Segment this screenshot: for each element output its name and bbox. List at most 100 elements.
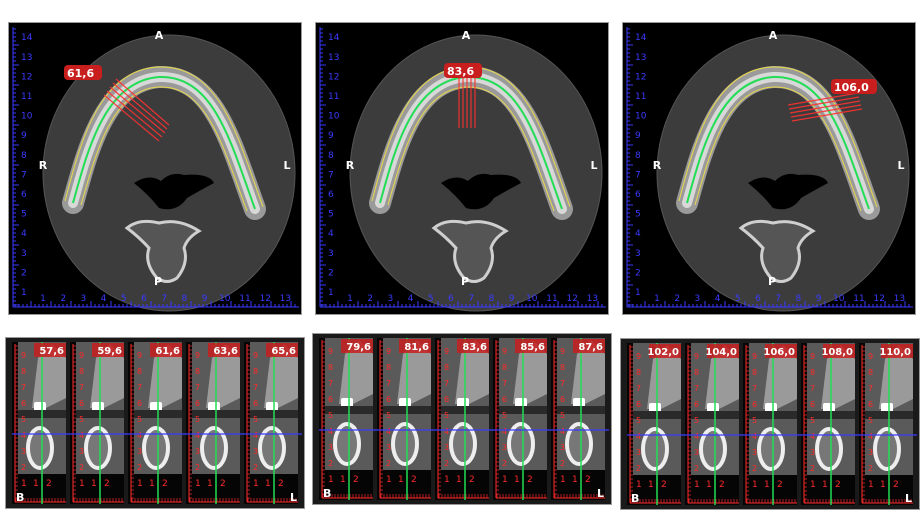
ruler-label: 3: [636, 448, 641, 457]
restoration: [515, 398, 527, 408]
ruler-label: 2: [328, 268, 334, 278]
ruler-label: 1: [572, 475, 578, 485]
ruler-label: 5: [560, 411, 565, 420]
ruler-label: 2: [46, 479, 52, 489]
ruler-label: 6: [635, 190, 641, 200]
ruler-label: 9: [21, 131, 27, 141]
ruler-label: 6: [694, 400, 699, 409]
orientation-anterior: A: [155, 29, 164, 42]
ruler-label: 2: [411, 475, 417, 485]
ruler-label: 8: [328, 363, 333, 372]
ruler-label: 5: [21, 210, 27, 220]
ruler-label: 2: [868, 464, 873, 473]
ruler-label: 8: [752, 368, 757, 377]
restoration: [823, 403, 835, 413]
axial-view-3: 106,0 A P R L 1 2 3 4 5 6 7 8 9 10 11 12 13 14 1 2 3 4 5 6 7 8 9 10 1…: [622, 22, 916, 315]
mandible-section: [200, 426, 228, 470]
ruler-label: 6: [752, 400, 757, 409]
ruler-label: 3: [560, 443, 565, 452]
buccal-label: B: [631, 492, 639, 505]
restoration: [881, 403, 893, 413]
ruler-label: 2: [60, 294, 66, 304]
ruler-label: 8: [502, 363, 507, 372]
ruler-label: 1: [636, 480, 642, 490]
slice-label: 79,6: [346, 342, 371, 353]
mandible-section: [641, 427, 669, 471]
orientation-right: R: [653, 159, 662, 172]
ruler-label: 3: [386, 443, 391, 452]
ruler-label: 3: [328, 249, 334, 259]
slice-label-box: [573, 339, 605, 353]
ruler-label: 6: [328, 395, 333, 404]
ruler-label: 2: [835, 480, 841, 490]
ruler-label: 1: [33, 479, 39, 489]
ruler-label: 4: [752, 432, 757, 441]
ruler-label: 9: [868, 352, 873, 361]
ruler-label: 7: [328, 170, 334, 180]
ruler-label: 8: [810, 368, 815, 377]
ruler-label: 4: [328, 229, 334, 239]
ruler-label: 4: [79, 431, 84, 440]
ruler-label: 10: [833, 294, 845, 304]
ruler-label: 9: [636, 352, 641, 361]
ruler-label: 8: [79, 367, 84, 376]
section-line: [106, 90, 163, 138]
ruler-label: 3: [81, 294, 87, 304]
section-label-box: [444, 63, 482, 78]
arch-outline-inner: [80, 86, 248, 212]
ruler-label: 9: [694, 352, 699, 361]
section-label-box: [64, 65, 102, 80]
ruler-label: 6: [868, 400, 873, 409]
section-line: [103, 94, 160, 142]
buccal-label: B: [16, 491, 24, 504]
ruler-label: 3: [21, 447, 26, 456]
arch-outline-outer: [64, 66, 264, 208]
slice-label-box: [34, 343, 66, 357]
restoration: [573, 398, 585, 408]
ruler-label: 6: [755, 294, 761, 304]
ruler-label: 2: [694, 464, 699, 473]
orientation-right: R: [39, 159, 48, 172]
ruler-label: 2: [104, 479, 110, 489]
slice-label: 83,6: [462, 342, 487, 353]
slice-label-box: [92, 343, 124, 357]
ruler-label: 4: [715, 294, 721, 304]
ruler-label: 2: [253, 463, 258, 472]
slice-label: 108,0: [821, 347, 853, 358]
ruler-label: 5: [21, 415, 26, 424]
restoration: [341, 398, 353, 408]
ruler-label: 7: [137, 383, 142, 392]
ruler-label: 12: [328, 72, 339, 82]
mandible-section: [565, 422, 593, 466]
ruler-label: 8: [444, 363, 449, 372]
ruler-label: 2: [21, 268, 27, 278]
lingual-label: L: [597, 487, 604, 500]
restoration: [399, 398, 411, 408]
ruler-label: 4: [21, 431, 26, 440]
ruler-label: 3: [253, 447, 258, 456]
ruler-label: 4: [328, 427, 333, 436]
ruler-label: 5: [328, 411, 333, 420]
ruler-label: 7: [560, 379, 565, 388]
restoration: [266, 402, 278, 412]
section-line: [115, 78, 170, 126]
ruler-label: 2: [719, 480, 725, 490]
ruler-label: 5: [502, 411, 507, 420]
maxilla-tooth: [32, 344, 66, 408]
mandible-section: [391, 422, 419, 466]
ruler-label: 5: [137, 415, 142, 424]
ruler-label: 3: [868, 448, 873, 457]
maxilla-tooth: [571, 340, 605, 404]
ruler-label: 1: [253, 479, 259, 489]
ruler-label: 9: [253, 351, 258, 360]
lingual-label: L: [290, 491, 297, 504]
ruler-label: 1: [514, 475, 520, 485]
ruler-label: 8: [635, 151, 641, 161]
ruler-label: 2: [195, 463, 200, 472]
ruler-label: 2: [560, 459, 565, 468]
